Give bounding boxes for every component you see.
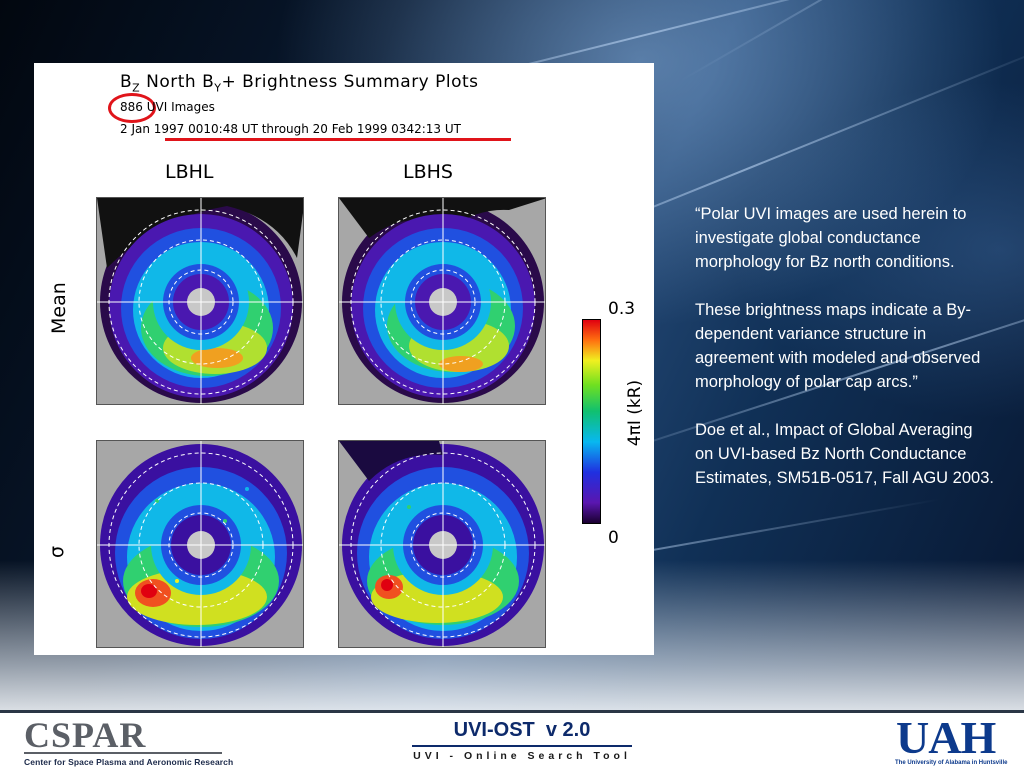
colorbar-min-label: 0 — [608, 528, 619, 548]
colorbar-axis-label: 4πI (kR) — [625, 379, 645, 447]
image-count-label: UVI Images — [146, 100, 215, 114]
map-sigma-lbhs — [338, 440, 546, 648]
uviost-title: UVI-OST v 2.0 — [453, 719, 591, 741]
image-count-row: 886 UVI Images — [120, 100, 215, 114]
date-range: 2 Jan 1997 0010:48 UT through 20 Feb 199… — [120, 122, 461, 136]
column-label-lbhs: LBHS — [403, 161, 453, 183]
colorbar — [582, 319, 601, 524]
date-range-highlight-underline — [165, 138, 511, 141]
map-mean-lbhs — [338, 197, 546, 405]
column-label-lbhl: LBHL — [165, 161, 214, 183]
uah-logo: UAH — [896, 712, 996, 763]
quote-text-block: “Polar UVI images are used herein to inv… — [695, 202, 995, 514]
quote-paragraph: These brightness maps indicate a By-depe… — [695, 301, 981, 391]
brightness-summary-figure: BZ North BY+ Brightness Summary Plots 88… — [34, 63, 654, 655]
cspar-logo: CSPAR — [24, 715, 147, 755]
uviost-divider — [412, 745, 632, 747]
footer-bar: CSPAR Center for Space Plasma and Aerono… — [0, 710, 1024, 768]
uah-subtitle: The University of Alabama in Huntsville — [895, 760, 1008, 766]
map-mean-lbhl — [96, 197, 304, 405]
row-label-mean: Mean — [48, 282, 70, 334]
figure-title: BZ North BY+ Brightness Summary Plots — [120, 72, 479, 95]
map-sigma-lbhl — [96, 440, 304, 648]
quote-paragraph: “Polar UVI images are used herein to inv… — [695, 205, 967, 271]
row-label-sigma: σ — [46, 545, 68, 559]
colorbar-max-label: 0.3 — [608, 299, 636, 319]
uviost-subtitle: UVI - Online Search Tool — [413, 750, 631, 762]
cspar-subtitle: Center for Space Plasma and Aeronomic Re… — [24, 757, 234, 767]
image-count: 886 — [120, 100, 143, 114]
image-count-highlight-circle — [108, 93, 156, 123]
cspar-logo-underline — [24, 752, 222, 754]
citation-paragraph: Doe et al., Impact of Global Averaging o… — [695, 421, 994, 487]
